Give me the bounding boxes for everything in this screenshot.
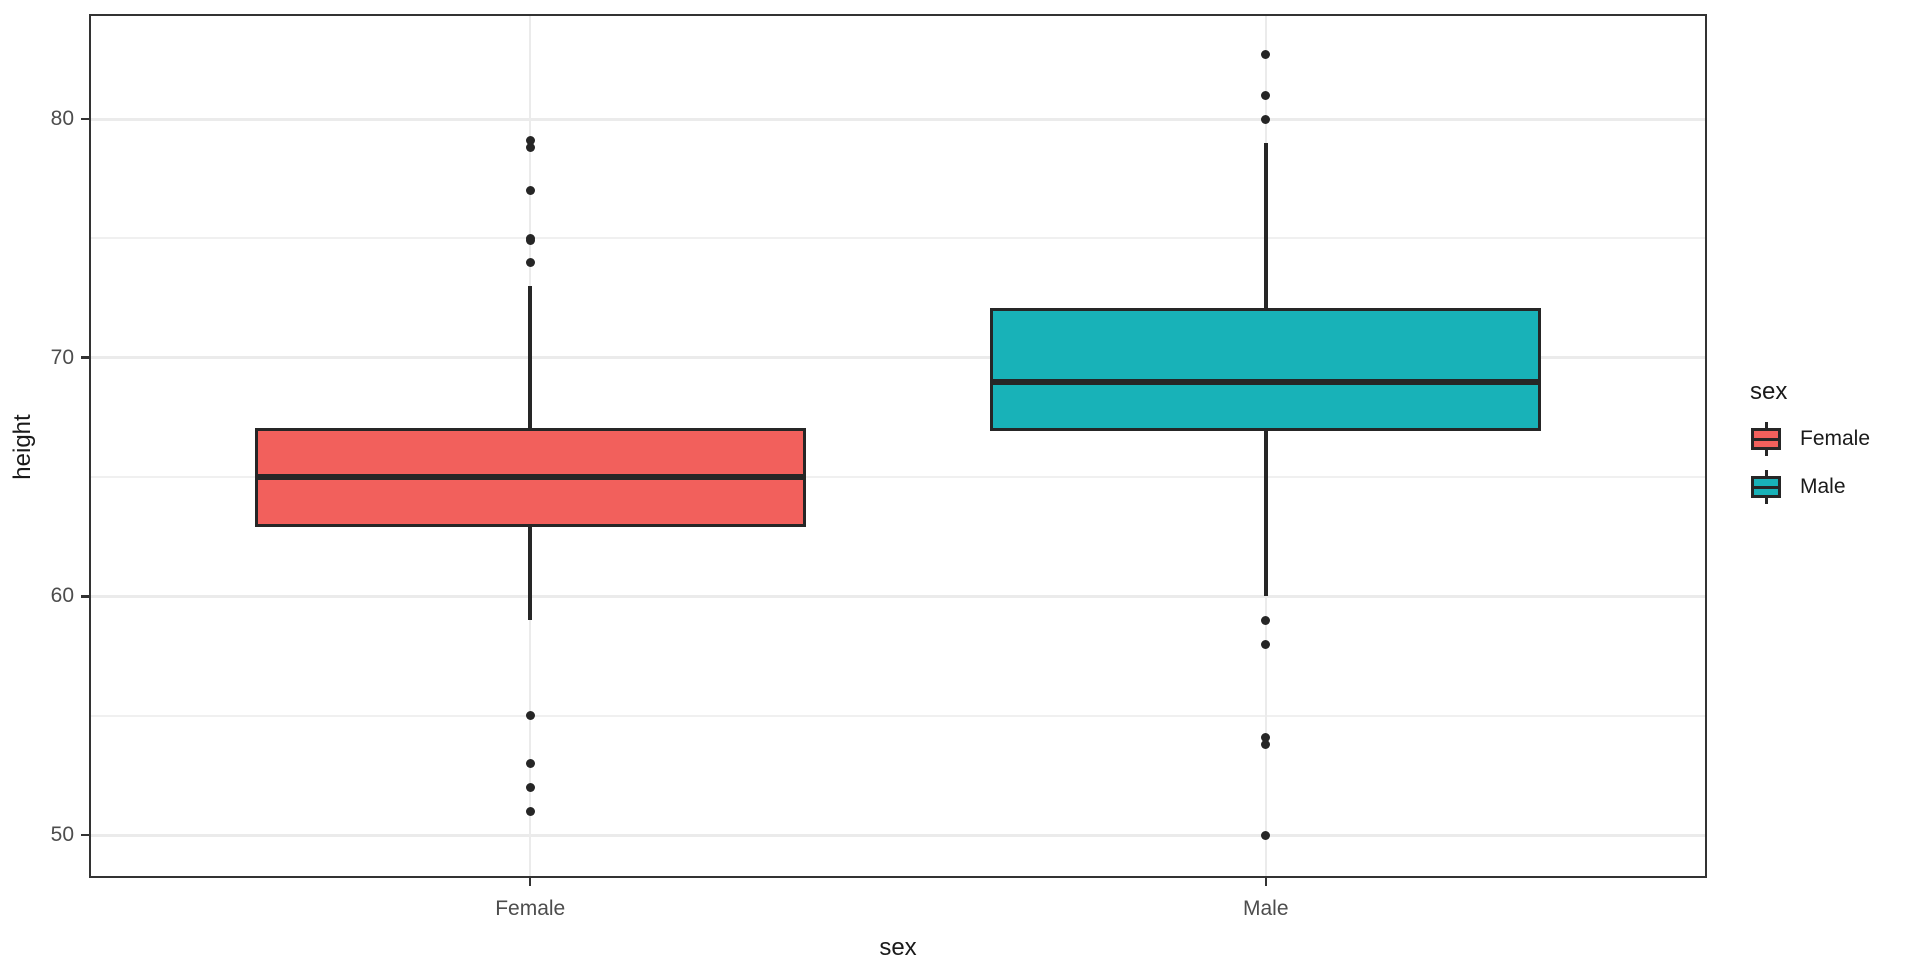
gridline-minor bbox=[89, 237, 1707, 240]
legend-item-female: Female bbox=[1748, 420, 1870, 458]
legend-key-boxplot-icon bbox=[1748, 420, 1784, 458]
y-tick-label: 50 bbox=[50, 823, 74, 847]
outlier-point-female bbox=[525, 782, 535, 792]
legend-items: Female Male bbox=[1748, 420, 1870, 506]
key-median-line bbox=[1754, 437, 1778, 441]
x-axis-tick bbox=[1264, 878, 1268, 886]
gridline-minor bbox=[89, 476, 1707, 479]
outlier-point-male bbox=[1261, 830, 1271, 840]
gridline-minor bbox=[89, 714, 1707, 717]
outlier-point-male bbox=[1261, 739, 1271, 749]
legend-item-label: Female bbox=[1800, 427, 1871, 450]
legend: sex Female Male bbox=[1748, 378, 1870, 506]
key-median-line bbox=[1754, 485, 1778, 489]
y-axis-title: height bbox=[9, 414, 36, 480]
y-axis-tick bbox=[81, 833, 89, 837]
gridline-major bbox=[89, 356, 1707, 360]
y-axis-tick bbox=[81, 595, 89, 598]
gridline-major bbox=[89, 594, 1707, 598]
outlier-point-male bbox=[1261, 639, 1271, 649]
gridline-major bbox=[89, 117, 1707, 121]
outlier-point-female bbox=[525, 257, 535, 267]
median-line-female bbox=[254, 474, 806, 481]
y-axis-tick bbox=[81, 117, 89, 121]
outlier-point-male bbox=[1261, 90, 1271, 100]
outlier-point-female bbox=[525, 711, 535, 721]
outlier-point-male bbox=[1261, 615, 1271, 625]
outlier-point-male bbox=[1261, 114, 1271, 124]
y-tick-label: 60 bbox=[50, 584, 74, 608]
median-line-male bbox=[990, 378, 1542, 385]
legend-title: sex bbox=[1750, 378, 1788, 405]
x-tick-label-female: Female bbox=[495, 897, 566, 920]
whisker-upper-male bbox=[1264, 142, 1268, 310]
outlier-point-male bbox=[1261, 50, 1271, 60]
outlier-point-female bbox=[525, 758, 535, 768]
outlier-point-female bbox=[525, 233, 535, 243]
whisker-lower-male bbox=[1264, 429, 1268, 597]
outlier-point-female bbox=[525, 135, 535, 145]
outlier-point-male bbox=[1261, 732, 1271, 742]
y-tick-label: 70 bbox=[50, 345, 74, 369]
whisker-lower-female bbox=[528, 524, 532, 621]
legend-item-male: Male bbox=[1748, 468, 1870, 506]
whisker-upper-female bbox=[528, 286, 532, 430]
legend-key-boxplot-icon bbox=[1748, 468, 1784, 506]
outlier-point-female bbox=[525, 806, 535, 816]
legend-item-label: Male bbox=[1800, 475, 1846, 498]
gridline-major bbox=[89, 833, 1707, 837]
x-axis-tick bbox=[528, 878, 532, 886]
outlier-point-female bbox=[525, 186, 535, 196]
x-axis-title: sex bbox=[879, 934, 917, 960]
x-tick-label-male: Male bbox=[1243, 897, 1289, 920]
outlier-point-female bbox=[525, 143, 535, 153]
y-axis-tick bbox=[81, 356, 89, 359]
y-tick-label: 80 bbox=[50, 107, 74, 131]
boxplot-box-male bbox=[990, 308, 1542, 432]
